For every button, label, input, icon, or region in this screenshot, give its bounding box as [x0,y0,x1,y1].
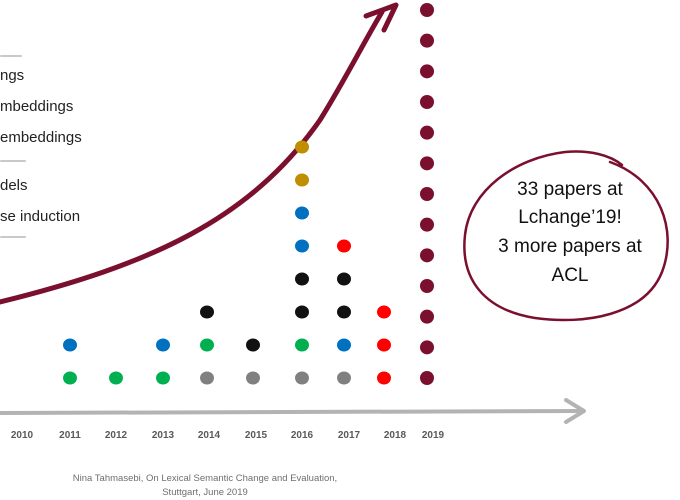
year-label-2012: 2012 [104,430,128,441]
paper-dot-2014-3 [200,305,214,319]
year-label-2014: 2014 [197,430,221,441]
timeline-axis-arrow [0,409,584,415]
legend-top-rule [0,55,22,57]
legend-bottom-rule [0,236,26,238]
paper-dot-2015-2 [246,338,260,352]
paper-dot-2019-11 [420,64,434,79]
footer-line-2: Stuttgart, June 2019 [162,487,248,498]
paper-dot-2019-6 [420,217,434,232]
legend-item-4: dels [0,177,28,194]
paper-dot-2016-3 [295,305,309,319]
paper-dot-2013-2 [156,338,170,352]
paper-dot-2013-1 [156,371,170,385]
paper-dot-2018-1 [377,371,391,385]
year-label-2010: 2010 [10,430,34,441]
legend-item-1: ngs [0,67,25,84]
paper-dot-2019-5 [420,248,434,263]
paper-dot-2018-2 [377,338,391,352]
paper-dot-2014-2 [200,338,214,352]
paper-dot-2019-7 [420,187,434,201]
paper-dot-2019-3 [420,309,434,324]
paper-dot-2019-13 [420,3,434,17]
paper-dot-2011-2 [63,338,77,352]
callout-line-2: Lchange’19! [518,207,622,228]
paper-dot-2016-2 [295,338,309,352]
legend-item-5: se induction [0,208,81,225]
year-label-2011: 2011 [59,430,81,441]
paper-dot-2019-1 [420,371,434,385]
paper-dot-2019-10 [420,95,434,109]
paper-dot-2017-1 [337,371,351,385]
year-label-2019: 2019 [421,430,445,441]
paper-dot-2016-8 [295,140,309,154]
year-label-2018: 2018 [383,430,407,441]
legend-mid-rule [0,160,26,162]
paper-dot-2017-2 [337,338,351,352]
paper-dot-2017-3 [337,305,351,319]
paper-dot-2016-5 [295,239,309,253]
callout-line-4: ACL [551,265,589,286]
year-label-2017: 2017 [337,430,361,441]
callout-ellipse [463,150,669,322]
paper-dot-2014-1 [200,371,214,385]
footer-line-1: Nina Tahmasebi, On Lexical Semantic Chan… [72,473,338,484]
paper-dot-2018-3 [377,305,391,319]
paper-dots [63,3,434,385]
legend-item-3: embeddings [0,129,82,146]
timeline-axis-arrowhead [564,398,586,424]
paper-dot-2016-6 [295,206,309,220]
year-label-2015: 2015 [244,430,268,441]
paper-dot-2017-4 [337,272,351,286]
paper-dot-2016-7 [295,173,309,187]
paper-dot-2019-9 [420,125,434,140]
paper-dot-2016-1 [295,371,309,385]
paper-dot-2012-1 [109,371,123,385]
paper-dot-2017-5 [337,239,351,253]
growth-curve-arrowhead [363,2,399,33]
year-label-2013: 2013 [151,430,175,441]
paper-dot-2019-4 [420,279,434,293]
callout-line-3: 3 more papers at [498,236,642,257]
paper-dot-2019-12 [420,33,434,48]
callout-line-1: 33 papers at [517,179,623,200]
paper-dot-2019-2 [420,340,434,355]
paper-dot-2015-1 [246,371,260,385]
paper-dot-2019-8 [420,156,434,171]
paper-dot-2016-4 [295,272,309,286]
growth-curve-arrow [0,9,385,305]
year-label-2016: 2016 [290,430,314,441]
paper-dot-2011-1 [63,371,77,385]
legend-item-2: mbeddings [0,98,74,115]
